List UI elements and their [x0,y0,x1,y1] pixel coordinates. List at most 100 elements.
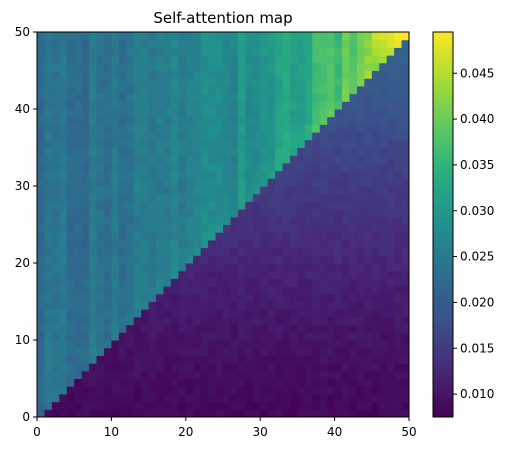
heatmap-cell [96,155,105,164]
heatmap-cell [81,309,90,318]
heatmap-cell [215,239,224,249]
heatmap-cell [282,186,291,195]
heatmap-cell [51,147,60,156]
heatmap-cell [304,232,313,241]
heatmap-cell [245,85,254,95]
heatmap-cell [193,162,202,172]
heatmap-cell [178,270,187,279]
heatmap-cell [44,116,53,125]
heatmap-cell [394,109,403,118]
heatmap-cell [386,78,395,87]
heatmap-cell [59,55,68,64]
heatmap-cell [215,224,224,233]
heatmap-cell [200,178,209,187]
heatmap-cell [215,62,224,71]
heatmap-cell [156,347,164,356]
heatmap-cell [349,393,358,403]
heatmap-cell [163,147,172,156]
heatmap-cell [215,247,224,256]
heatmap-cell [364,216,373,225]
heatmap-cell [66,55,75,64]
heatmap-cell [44,124,53,133]
heatmap-cell [66,309,75,318]
heatmap-cell [334,216,343,225]
heatmap-cell [349,401,358,410]
heatmap-cell [282,347,291,356]
heatmap-cell [59,201,68,210]
heatmap-cell [371,370,380,379]
heatmap-cell [148,32,157,41]
heatmap-cell [96,93,105,102]
heatmap-cell [37,109,45,118]
heatmap-cell [401,39,410,48]
heatmap-cell [200,201,209,210]
heatmap-cell [245,216,254,225]
heatmap-cell [237,132,246,141]
heatmap-cell [267,224,276,233]
heatmap-cell [148,216,157,225]
heatmap-cell [267,232,276,241]
heatmap-cell [230,332,239,341]
heatmap-cell [170,78,179,87]
heatmap-cell [193,147,202,156]
heatmap-cell [156,109,164,118]
heatmap-cell [252,116,261,125]
heatmap-cell [126,147,135,156]
heatmap-cell [282,39,291,48]
heatmap-cell [304,378,313,387]
heatmap-cell [364,170,373,179]
heatmap-cell [96,340,105,349]
heatmap-cell [364,139,373,148]
heatmap-cell [51,301,60,310]
heatmap-cell [394,78,403,87]
heatmap-cell [289,162,298,172]
heatmap-cell [386,109,395,118]
heatmap-cell [401,232,410,241]
heatmap-cell [230,85,239,95]
heatmap-cell [96,101,105,110]
heatmap-cell [304,270,313,279]
heatmap-cell [252,132,261,141]
heatmap-cell [252,93,261,102]
heatmap-cell [185,232,194,241]
heatmap-cell [178,393,187,403]
heatmap-cell [163,324,172,333]
heatmap-cell [334,32,343,41]
heatmap-cell [379,340,388,349]
heatmap-cell [304,70,313,79]
heatmap-cell [178,93,187,102]
heatmap-cell [51,293,60,302]
heatmap-cell [141,186,150,195]
heatmap-cell [394,340,403,349]
heatmap-cell [103,186,112,195]
heatmap-cell [334,255,343,264]
heatmap-cell [103,216,112,225]
heatmap-cell [133,162,142,172]
heatmap-cell [37,278,45,287]
heatmap-cell [327,255,336,264]
heatmap-cell [364,263,373,272]
heatmap-cell [342,39,350,48]
heatmap-cell [245,147,254,156]
heatmap-cell [334,170,343,179]
heatmap-cell [401,209,410,218]
heatmap-cell [260,124,269,133]
heatmap-cell [178,255,187,264]
heatmap-cell [126,232,135,241]
heatmap-cell [185,332,194,341]
heatmap-cell [66,193,75,202]
heatmap-cell [223,255,231,264]
heatmap-cell [44,393,53,403]
heatmap-cell [260,293,269,302]
heatmap-cell [185,139,194,148]
heatmap-cell [156,132,164,141]
heatmap-cell [111,132,120,141]
heatmap-cell [111,85,120,95]
heatmap-cell [371,101,380,110]
heatmap-cell [170,340,179,349]
heatmap-cell [282,170,291,179]
heatmap-cell [51,332,60,341]
heatmap-cell [51,340,60,349]
heatmap-cell [193,347,202,356]
heatmap-cell [37,124,45,133]
